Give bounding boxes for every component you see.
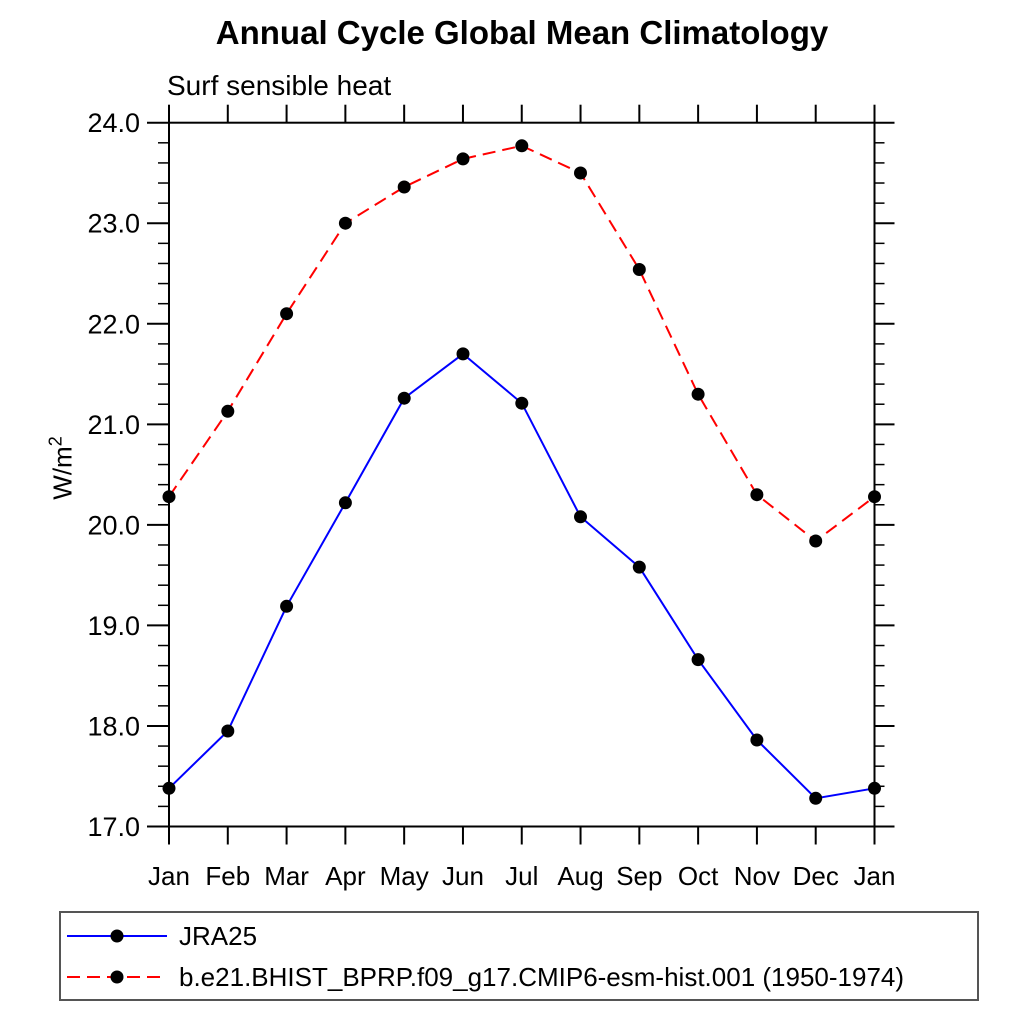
plot-frame bbox=[168, 121, 876, 828]
legend-sample-marker bbox=[110, 929, 124, 943]
series-markers-1 bbox=[162, 139, 881, 548]
legend-item-jra25: JRA25 bbox=[61, 916, 257, 956]
y-tick-label: 23.0 bbox=[87, 209, 140, 239]
y-axis-unit-exponent: 2 bbox=[45, 436, 66, 447]
data-point-marker bbox=[515, 396, 529, 410]
data-point-marker bbox=[515, 139, 529, 153]
x-tick-label: Apr bbox=[325, 861, 366, 891]
x-tick-label: Nov bbox=[734, 861, 780, 891]
data-point-marker bbox=[162, 490, 176, 504]
data-point-marker bbox=[868, 781, 881, 795]
data-point-marker bbox=[280, 599, 294, 613]
data-point-marker bbox=[574, 166, 587, 180]
y-tick-label: 17.0 bbox=[87, 812, 140, 842]
data-point-marker bbox=[691, 653, 705, 667]
axis-tick-labels: 17.0 18.0 19.0 20.0 21.0 22.0 23.0 24.0 Jan Feb Ma… bbox=[87, 108, 895, 891]
legend-line-sample-icon bbox=[67, 970, 167, 984]
series-markers-0 bbox=[162, 347, 881, 805]
data-point-marker bbox=[632, 560, 646, 574]
x-tick-label: Aug bbox=[557, 861, 603, 891]
y-tick-label: 20.0 bbox=[87, 510, 140, 540]
legend-sample-marker bbox=[110, 970, 124, 984]
data-point-marker bbox=[162, 781, 176, 795]
axis-ticks bbox=[147, 104, 895, 845]
page-title: Annual Cycle Global Mean Climatology bbox=[215, 14, 829, 51]
data-point-marker bbox=[280, 307, 294, 321]
data-point-marker bbox=[574, 510, 587, 524]
data-point-marker bbox=[456, 152, 470, 166]
y-tick-label: 21.0 bbox=[87, 410, 140, 440]
data-point-marker bbox=[397, 391, 411, 405]
legend-label: JRA25 bbox=[179, 920, 258, 951]
x-tick-label: Oct bbox=[678, 861, 719, 891]
x-tick-label: Jan bbox=[148, 861, 190, 891]
data-point-marker bbox=[750, 488, 764, 502]
data-point-marker bbox=[221, 724, 235, 738]
x-tick-label: Feb bbox=[205, 861, 250, 891]
x-tick-label: Mar bbox=[264, 861, 309, 891]
series-line-1 bbox=[168, 144, 876, 543]
y-tick-label: 24.0 bbox=[87, 108, 140, 138]
x-tick-label: Jul bbox=[505, 861, 538, 891]
data-point-marker bbox=[809, 791, 823, 805]
x-tick-label: Dec bbox=[793, 861, 839, 891]
data-point-marker bbox=[632, 263, 646, 276]
data-point-marker bbox=[338, 496, 352, 510]
data-point-marker bbox=[397, 180, 411, 194]
y-tick-label: 18.0 bbox=[87, 711, 140, 741]
data-point-marker bbox=[338, 216, 352, 230]
x-tick-label: May bbox=[380, 861, 429, 891]
data-point-marker bbox=[691, 387, 705, 401]
y-tick-label: 22.0 bbox=[87, 309, 140, 339]
legend-line-sample-icon bbox=[67, 929, 167, 943]
data-point-marker bbox=[221, 404, 235, 418]
data-point-marker bbox=[809, 534, 823, 548]
legend-label: b.e21.BHIST_BPRP.f09_g17.CMIP6-esm-hist.… bbox=[179, 961, 905, 992]
series-line-0 bbox=[168, 352, 875, 800]
y-axis-unit: W/m bbox=[47, 446, 78, 500]
legend-box: JRA25 b.e21.BHIST_BPRP.f09_g17.CMIP6-esm… bbox=[59, 911, 979, 1001]
y-tick-label: 19.0 bbox=[87, 611, 140, 641]
data-point-marker bbox=[456, 347, 470, 361]
legend-item-model: b.e21.BHIST_BPRP.f09_g17.CMIP6-esm-hist.… bbox=[61, 957, 904, 997]
chart-subtitle: Surf sensible heat bbox=[167, 70, 392, 101]
x-tick-label: Jun bbox=[442, 861, 484, 891]
data-point-marker bbox=[750, 733, 764, 747]
y-axis-title: W/m2 bbox=[46, 436, 79, 499]
x-tick-label: Sep bbox=[616, 861, 662, 891]
x-tick-label: Jan bbox=[854, 861, 896, 891]
data-point-marker bbox=[868, 490, 881, 504]
